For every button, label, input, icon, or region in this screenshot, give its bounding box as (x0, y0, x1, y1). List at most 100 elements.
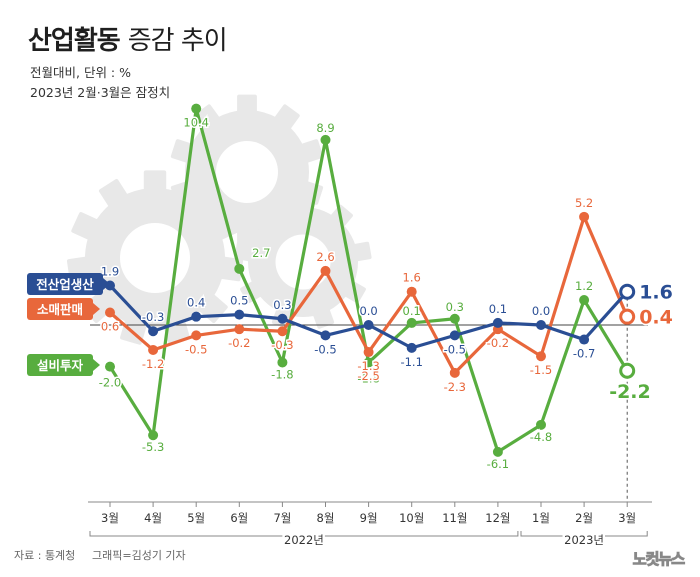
data-point (449, 313, 460, 324)
x-tick-label: 10월 (399, 511, 424, 525)
legend-label: 전산업생산 (36, 277, 94, 292)
data-point (449, 367, 460, 378)
legend-swatch (27, 298, 93, 320)
latest-value-label: 0.4 (639, 307, 673, 329)
legend-swatch (27, 354, 93, 376)
year-bracket (89, 531, 519, 537)
data-label: 2.7 (252, 246, 270, 260)
data-label: 5.2 (575, 196, 593, 210)
data-point (148, 344, 159, 355)
chart-title-light: 증감 추이 (127, 26, 228, 56)
data-label: 0.3 (446, 300, 464, 314)
data-point (363, 357, 374, 368)
data-label: -2.0 (99, 376, 121, 390)
data-label: -0.3 (271, 338, 293, 352)
data-label: 0.5 (230, 294, 248, 308)
legend-swatch (27, 273, 103, 295)
data-label: -2.5 (357, 369, 379, 383)
data-point (277, 313, 288, 324)
data-point (191, 330, 202, 341)
data-label: 2.6 (316, 250, 334, 264)
data-label: 8.9 (316, 121, 334, 135)
legend-item: 설비투자 (27, 354, 100, 376)
data-point (148, 326, 159, 337)
data-label: -1.8 (357, 371, 379, 385)
data-label: 0.0 (532, 304, 550, 318)
gear-icon (170, 94, 324, 250)
x-tick-label: 11월 (442, 511, 467, 525)
data-label: -4.8 (530, 430, 552, 444)
data-label: 1.9 (101, 264, 119, 278)
gear-hole (216, 141, 278, 203)
chart-units: 전월대비, 단위 : % (30, 65, 131, 80)
data-point (579, 211, 590, 222)
x-tick-label: 2월 (575, 511, 593, 525)
data-point (234, 263, 245, 274)
data-label: -1.8 (271, 367, 293, 381)
data-label: 1.6 (403, 271, 421, 285)
data-point (277, 326, 288, 337)
data-label: 0.1 (403, 304, 421, 318)
data-label: -0.7 (573, 347, 595, 361)
legend-label: 설비투자 (37, 358, 84, 373)
data-label: 1.2 (575, 279, 593, 293)
data-label: -0.2 (487, 336, 509, 350)
data-point (320, 134, 331, 145)
x-tick-label: 5월 (187, 511, 205, 525)
x-tick-label: 7월 (273, 511, 291, 525)
data-label: -1.3 (357, 359, 379, 373)
data-point (105, 307, 115, 318)
legend-pointer (103, 278, 110, 290)
data-label: -1.2 (142, 357, 164, 371)
data-point (492, 317, 503, 328)
data-label: -0.5 (314, 342, 336, 356)
data-point (536, 320, 546, 330)
data-point (277, 357, 288, 368)
latest-data-point (619, 362, 636, 379)
data-point (406, 317, 417, 328)
year-label: 2022년 (284, 533, 324, 547)
data-label: -6.1 (487, 457, 509, 471)
data-point (105, 361, 115, 372)
latest-data-point (619, 308, 636, 325)
data-label: 0.3 (273, 298, 291, 312)
x-tick-label: 9월 (360, 511, 378, 525)
data-label: -0.5 (444, 342, 466, 356)
data-label: -2.3 (444, 380, 466, 394)
data-point (320, 330, 331, 341)
data-label: 0.1 (489, 302, 507, 316)
data-label: 0.0 (359, 304, 377, 318)
data-label: 10.4 (183, 116, 209, 130)
legend-pointer (93, 359, 100, 371)
year-bracket (520, 531, 648, 537)
latest-data-point (619, 283, 636, 300)
x-tick-label: 3월 (618, 511, 636, 525)
data-point (406, 286, 417, 297)
data-label: -0.2 (228, 336, 250, 350)
data-label: 0.6 (101, 320, 119, 334)
data-point (363, 320, 374, 330)
latest-value-label: -2.2 (609, 381, 651, 403)
data-point (363, 347, 374, 358)
chart-note: 2023년 2월·3월은 잠정치 (30, 85, 171, 100)
data-label: -0.3 (142, 310, 164, 324)
legend-item: 소매판매 (27, 298, 100, 320)
legend-label: 소매판매 (37, 302, 83, 317)
data-point (234, 324, 245, 335)
x-tick-label: 3월 (101, 511, 119, 525)
x-tick-label: 8월 (317, 511, 335, 525)
data-label: -0.5 (185, 342, 207, 356)
data-point (234, 309, 245, 320)
data-point (191, 103, 202, 114)
gear-icon (66, 170, 244, 345)
data-label: -1.5 (530, 363, 552, 377)
data-label: -5.3 (142, 440, 164, 454)
x-tick-label: 4월 (144, 511, 162, 525)
data-point (536, 351, 546, 362)
year-label: 2023년 (564, 533, 604, 547)
gear-hole (120, 223, 190, 293)
data-point (148, 430, 159, 441)
data-point (320, 265, 331, 276)
